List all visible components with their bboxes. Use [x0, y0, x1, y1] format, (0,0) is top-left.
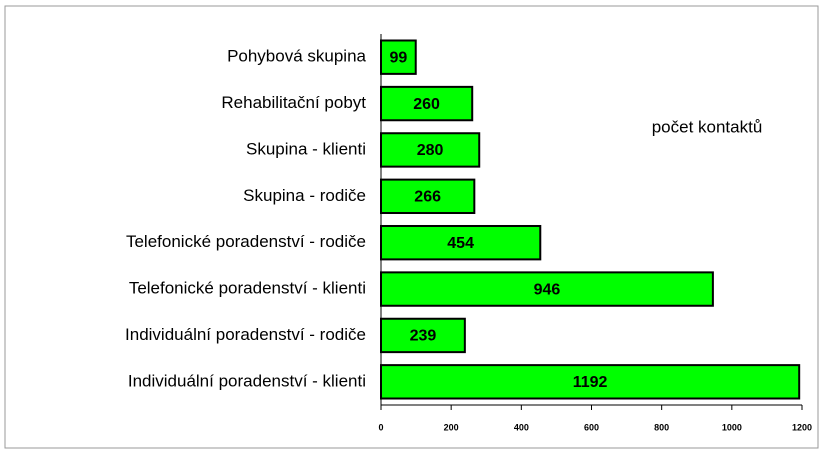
- y-tick-label: Pohybová skupina: [227, 47, 366, 66]
- data-label: 99: [389, 49, 407, 66]
- y-tick-label: Skupina - klienti: [246, 139, 366, 158]
- data-label: 266: [414, 189, 441, 206]
- x-tick-label: 600: [584, 422, 599, 432]
- bar: [380, 178, 476, 215]
- bar: [380, 39, 417, 75]
- x-tick-label: 1200: [792, 422, 812, 432]
- data-label: 946: [534, 281, 561, 298]
- y-tick-label: Telefonické poradenství - rodiče: [126, 232, 366, 251]
- x-tick-label: 400: [514, 422, 529, 432]
- annotation: počet kontaktů: [652, 117, 763, 136]
- data-label: 239: [410, 328, 437, 345]
- bar: [380, 224, 542, 261]
- bar: [380, 317, 466, 354]
- bar: [380, 271, 714, 307]
- x-tick-label: 800: [654, 422, 669, 432]
- y-tick-label: Individuální poradenství - rodiče: [125, 325, 366, 344]
- y-tick-label: Skupina - rodiče: [243, 186, 366, 205]
- y-tick-label: Telefonické poradenství - klienti: [129, 279, 366, 298]
- data-label: 1192: [573, 374, 608, 391]
- y-tick-label: Rehabilitační pobyt: [221, 93, 366, 112]
- x-tick-label: 0: [378, 422, 383, 432]
- x-tick-label: 1000: [722, 422, 742, 432]
- data-label: 280: [417, 142, 444, 159]
- data-label: 454: [447, 235, 474, 252]
- data-label: 260: [413, 96, 440, 113]
- bar: [380, 85, 474, 122]
- y-tick-label: Individuální poradenství - klienti: [128, 371, 366, 390]
- x-tick-label: 200: [444, 422, 459, 432]
